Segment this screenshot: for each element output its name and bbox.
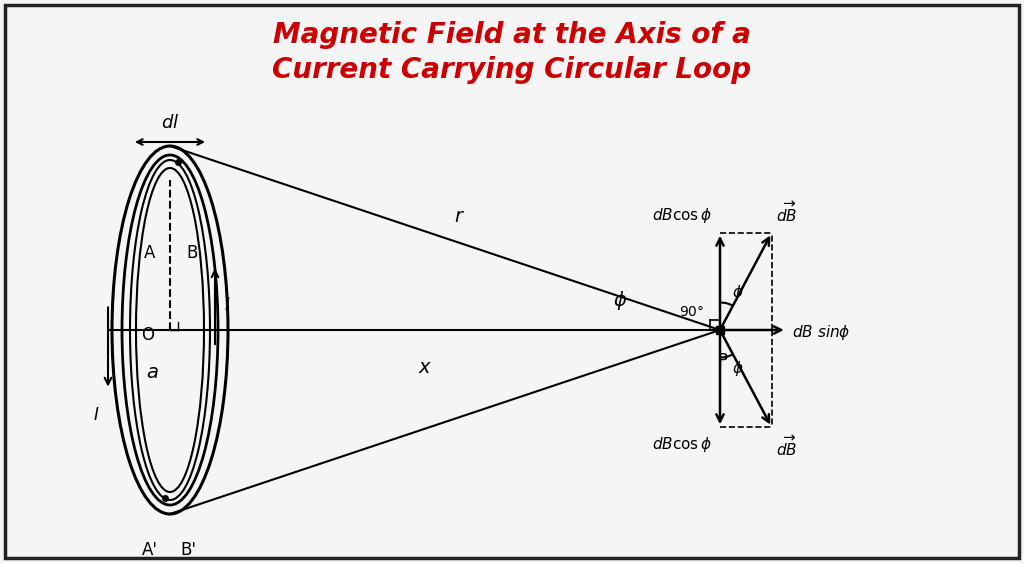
Text: $\overrightarrow{dB}$: $\overrightarrow{dB}$	[775, 435, 797, 459]
Text: $r$: $r$	[455, 207, 466, 226]
Text: $90°$: $90°$	[679, 305, 705, 319]
Text: $\phi$: $\phi$	[732, 283, 743, 302]
Text: A: A	[144, 244, 156, 262]
Text: Magnetic Field at the Axis of a: Magnetic Field at the Axis of a	[273, 21, 751, 49]
Text: B': B'	[180, 541, 196, 559]
Text: $dl$: $dl$	[161, 114, 179, 132]
Text: B: B	[186, 244, 198, 262]
Text: I: I	[93, 406, 98, 424]
Text: $dB\ sin\phi$: $dB\ sin\phi$	[792, 323, 850, 342]
Text: $x$: $x$	[418, 358, 432, 377]
Text: I: I	[224, 296, 229, 314]
Text: $\phi$: $\phi$	[732, 359, 743, 378]
Text: $dB\cos\phi$: $dB\cos\phi$	[652, 206, 712, 225]
Text: $\overrightarrow{dB}$: $\overrightarrow{dB}$	[775, 200, 797, 225]
Text: $a$: $a$	[145, 363, 159, 382]
Text: Current Carrying Circular Loop: Current Carrying Circular Loop	[272, 56, 752, 84]
Text: A': A'	[142, 541, 158, 559]
Text: O: O	[141, 326, 155, 344]
Text: P: P	[717, 352, 727, 370]
Text: $dB\cos\phi$: $dB\cos\phi$	[652, 435, 712, 454]
Text: $\phi$: $\phi$	[613, 288, 627, 311]
